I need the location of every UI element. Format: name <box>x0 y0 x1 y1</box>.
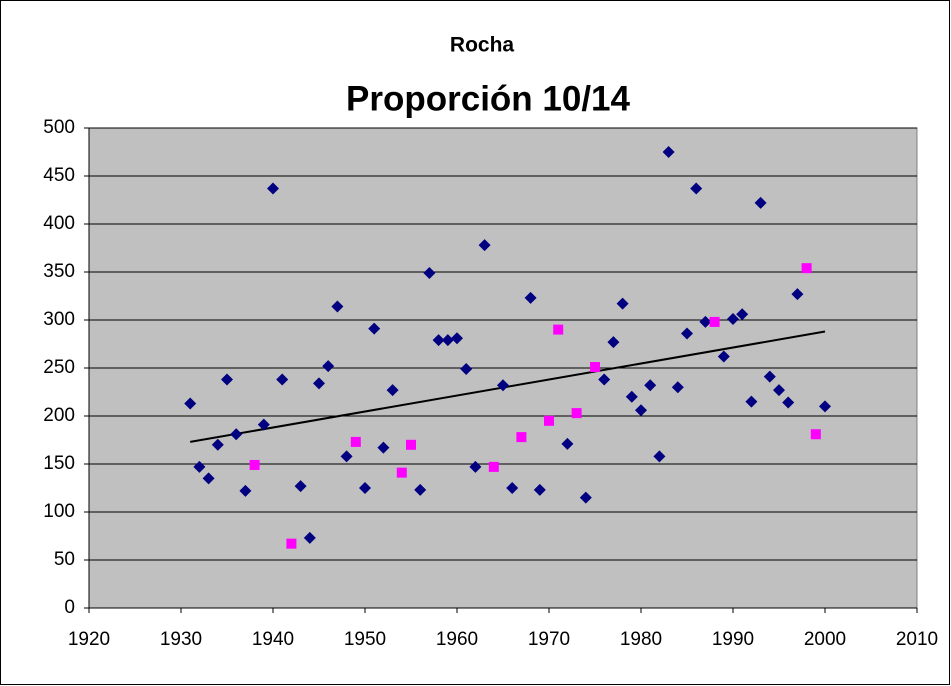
point <box>791 288 804 301</box>
point <box>423 266 436 279</box>
y-tick-label: 500 <box>43 117 75 138</box>
y-tick-label: 150 <box>43 453 75 474</box>
point <box>368 322 381 335</box>
point <box>313 377 325 390</box>
point <box>267 182 279 195</box>
point <box>625 390 638 403</box>
point <box>810 429 821 440</box>
y-tick-label: 450 <box>43 165 75 186</box>
point <box>303 531 316 544</box>
point <box>211 438 224 451</box>
point <box>773 384 785 397</box>
point <box>819 400 831 413</box>
point <box>414 483 427 496</box>
point <box>544 415 554 426</box>
point <box>571 408 582 419</box>
x-tick-label: 2000 <box>804 629 846 650</box>
point <box>616 297 629 310</box>
point <box>396 467 407 478</box>
point <box>350 436 361 447</box>
x-tick-label: 2010 <box>896 629 938 650</box>
point <box>239 484 252 497</box>
point <box>406 439 416 450</box>
point <box>451 332 463 345</box>
point <box>202 472 215 485</box>
point <box>322 360 335 373</box>
point <box>441 334 454 347</box>
point <box>745 395 758 408</box>
point <box>579 491 592 504</box>
point <box>754 196 767 209</box>
point <box>230 428 243 441</box>
x-tick-label: 1960 <box>436 629 478 650</box>
point <box>377 441 390 454</box>
x-tick-label: 1930 <box>160 629 202 650</box>
point <box>276 373 289 386</box>
point <box>497 379 509 392</box>
point <box>782 396 795 409</box>
point <box>671 381 684 394</box>
x-tick-label: 1920 <box>68 629 110 650</box>
point <box>662 146 675 158</box>
point <box>294 480 307 493</box>
point <box>386 384 399 397</box>
point <box>488 461 499 472</box>
point <box>699 315 712 328</box>
point <box>331 300 344 313</box>
point <box>598 373 611 386</box>
trendline <box>190 330 826 443</box>
point <box>221 373 233 386</box>
y-tick-label: 0 <box>64 597 75 618</box>
point <box>184 397 197 410</box>
point <box>709 316 720 327</box>
point <box>561 437 574 450</box>
point <box>736 308 749 321</box>
point <box>635 404 647 417</box>
y-tick-label: 200 <box>43 405 75 426</box>
chart-subtitle: Proporción 10/14 <box>346 79 631 118</box>
point <box>524 291 537 304</box>
point <box>432 334 445 347</box>
chart-title: Rocha <box>450 34 515 57</box>
y-tick-label: 350 <box>43 261 75 282</box>
point <box>763 370 776 383</box>
point <box>460 362 473 375</box>
point <box>553 324 564 335</box>
point <box>607 336 620 349</box>
point <box>506 482 519 494</box>
point <box>478 239 491 252</box>
point <box>653 450 666 463</box>
x-tick-label: 1990 <box>712 629 754 650</box>
y-tick-label: 300 <box>43 309 75 330</box>
point <box>644 379 657 392</box>
x-tick-label: 1950 <box>344 629 386 650</box>
point <box>249 459 260 470</box>
point <box>533 483 546 496</box>
point <box>469 460 482 473</box>
point <box>590 362 600 373</box>
y-tick-label: 50 <box>54 549 75 570</box>
x-tick-label: 1970 <box>528 629 570 650</box>
point <box>690 182 703 195</box>
point <box>681 327 693 340</box>
point <box>717 350 730 363</box>
point <box>340 450 353 463</box>
point <box>193 460 206 473</box>
point <box>257 418 270 431</box>
x-tick-label: 1940 <box>252 629 294 650</box>
point <box>801 263 812 274</box>
point <box>727 313 739 326</box>
y-tick-label: 250 <box>43 357 75 378</box>
x-tick-label: 1980 <box>620 629 662 650</box>
y-tick-label: 100 <box>43 501 75 522</box>
y-tick-label: 400 <box>43 213 75 234</box>
point <box>359 482 371 494</box>
point <box>516 432 527 443</box>
point <box>286 538 297 549</box>
